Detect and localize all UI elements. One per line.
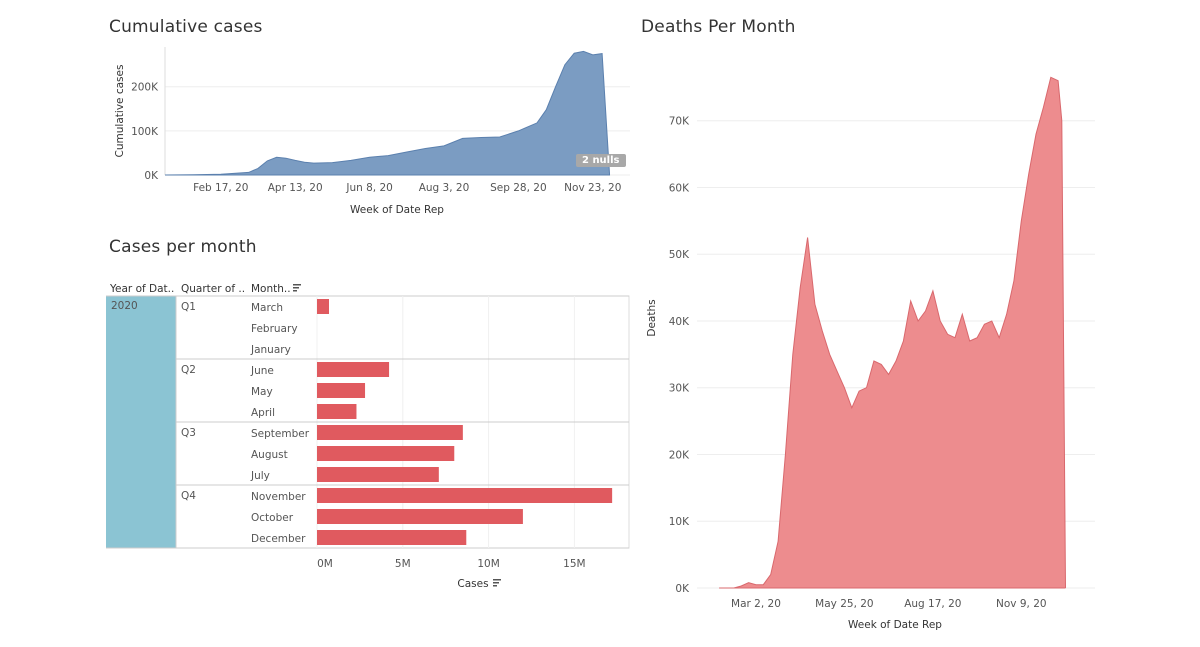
x-tick-label: Aug 17, 20 bbox=[904, 598, 961, 610]
month-label: March bbox=[251, 302, 283, 314]
y-tick-label: 30K bbox=[669, 383, 690, 395]
y-tick-label: 20K bbox=[669, 449, 690, 461]
y-tick-label: 200K bbox=[131, 82, 159, 94]
bar-november bbox=[317, 488, 613, 503]
x-tick-label: Sep 28, 20 bbox=[490, 182, 547, 194]
x-tick-label: 5M bbox=[395, 558, 411, 570]
deaths-area bbox=[719, 76, 1066, 589]
sort-icon bbox=[493, 579, 501, 587]
x-tick-label: Mar 2, 20 bbox=[731, 598, 781, 610]
month-label: February bbox=[251, 323, 298, 335]
x-axis-title: Week of Date Rep bbox=[350, 204, 444, 216]
y-tick-label: 70K bbox=[669, 116, 690, 128]
x-axis-title: Cases bbox=[457, 578, 488, 590]
month-label: December bbox=[251, 533, 306, 545]
column-header: Year of Dat.. bbox=[109, 283, 174, 295]
y-axis-title: Cumulative cases bbox=[114, 65, 126, 158]
sort-icon-bar bbox=[293, 284, 301, 286]
sort-icon-bar bbox=[293, 287, 299, 289]
month-label: May bbox=[251, 386, 273, 398]
deaths-chart-title: Deaths Per Month bbox=[641, 17, 796, 37]
cumulative-area bbox=[164, 50, 611, 176]
month-label: September bbox=[251, 428, 310, 440]
sort-icon-bar bbox=[493, 582, 499, 584]
bar-may bbox=[317, 383, 366, 398]
quarter-label: Q2 bbox=[181, 364, 196, 376]
bar-october bbox=[317, 509, 523, 524]
x-axis-title: Week of Date Rep bbox=[848, 619, 942, 631]
bar-june bbox=[317, 362, 390, 377]
x-tick-label: 0M bbox=[317, 558, 333, 570]
plot-frame bbox=[316, 295, 630, 549]
x-tick-label: Jun 8, 20 bbox=[345, 182, 392, 194]
y-tick-label: 0K bbox=[675, 583, 690, 595]
quarter-label: Q1 bbox=[181, 301, 196, 313]
x-tick-label: Aug 3, 20 bbox=[419, 182, 470, 194]
sort-icon-bar bbox=[493, 579, 501, 581]
bar-august bbox=[317, 446, 455, 461]
month-label: January bbox=[250, 344, 291, 356]
y-tick-label: 60K bbox=[669, 182, 690, 194]
month-label: November bbox=[251, 491, 306, 503]
y-tick-label: 0K bbox=[144, 170, 159, 182]
x-tick-label: 10M bbox=[477, 558, 499, 570]
y-tick-label: 50K bbox=[669, 249, 690, 261]
sort-icon-bar bbox=[493, 585, 497, 587]
year-cell bbox=[106, 296, 176, 548]
sort-icon-bar bbox=[293, 290, 297, 292]
bar-september bbox=[317, 425, 463, 440]
month-label: June bbox=[250, 365, 274, 377]
bar-april bbox=[317, 404, 357, 419]
x-tick-label: Feb 17, 20 bbox=[193, 182, 248, 194]
nulls-badge[interactable]: 2 nulls bbox=[576, 154, 626, 167]
x-tick-label: Nov 23, 20 bbox=[564, 182, 621, 194]
month-label: August bbox=[251, 449, 288, 461]
year-label: 2020 bbox=[111, 300, 138, 312]
month-label: October bbox=[251, 512, 294, 524]
x-tick-label: Nov 9, 20 bbox=[996, 598, 1047, 610]
x-tick-label: Apr 13, 20 bbox=[268, 182, 323, 194]
quarter-label: Q4 bbox=[181, 490, 196, 502]
cumulative-chart-title: Cumulative cases bbox=[109, 17, 263, 37]
column-header: Quarter of .. bbox=[181, 283, 245, 295]
sort-icon bbox=[293, 284, 301, 292]
y-tick-label: 10K bbox=[669, 516, 690, 528]
bar-march bbox=[317, 299, 330, 314]
cases-month-chart-title: Cases per month bbox=[109, 237, 257, 257]
x-tick-label: 15M bbox=[563, 558, 585, 570]
quarter-label: Q3 bbox=[181, 427, 196, 439]
y-axis-title: Deaths bbox=[646, 299, 658, 336]
y-tick-label: 100K bbox=[131, 126, 159, 138]
month-label: April bbox=[251, 407, 275, 419]
month-label: July bbox=[250, 470, 270, 482]
column-header: Month.. bbox=[251, 283, 291, 295]
y-tick-label: 40K bbox=[669, 316, 690, 328]
x-tick-label: May 25, 20 bbox=[815, 598, 873, 610]
bar-december bbox=[317, 530, 467, 545]
bar-july bbox=[317, 467, 439, 482]
